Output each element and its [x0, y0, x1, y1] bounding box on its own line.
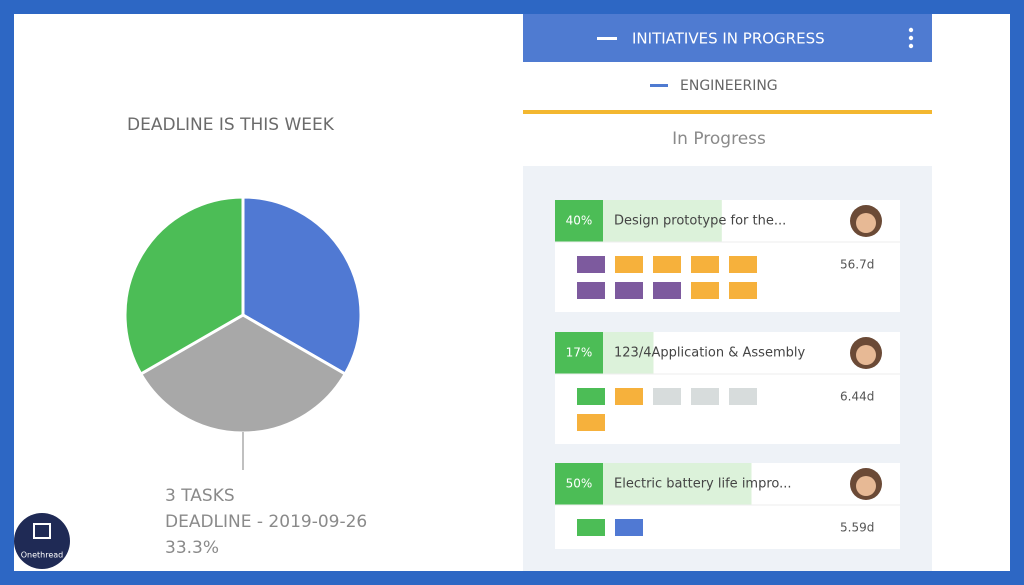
progress-badge [555, 332, 603, 374]
avatar-face [856, 345, 876, 365]
progress-badge [555, 463, 603, 505]
progress-label: 40% [566, 214, 593, 228]
task-block [653, 282, 681, 299]
task-block [615, 282, 643, 299]
avatar-face [856, 476, 876, 496]
panel-header [523, 14, 932, 62]
annotation: DEADLINE - 2019-09-26 [165, 512, 367, 532]
section-header [523, 114, 932, 166]
value-label: 33.3% [165, 538, 219, 558]
task-block [577, 256, 605, 273]
pie [123, 195, 363, 435]
collapse-icon[interactable] [650, 84, 668, 87]
logo [14, 513, 70, 569]
pie-slice [123, 195, 245, 377]
avatar-face [856, 213, 876, 233]
collapse-icon[interactable] [597, 37, 617, 40]
divider [523, 110, 932, 114]
task-block [577, 519, 605, 536]
task-block [691, 256, 719, 273]
task-block [615, 256, 643, 273]
duration: 56.7d [840, 258, 874, 272]
task-block [729, 256, 757, 273]
task-block [615, 388, 643, 405]
subheader-title: ENGINEERING [680, 78, 778, 94]
task-block [691, 388, 719, 405]
task-block [729, 282, 757, 299]
progress-label: 50% [566, 477, 593, 491]
panel-title: INITIATIVES IN PROGRESS [632, 30, 825, 48]
menu-icon[interactable] [908, 27, 914, 49]
task-block [691, 282, 719, 299]
task-block [653, 388, 681, 405]
cards: 40% Design prototype for the... 56.7d 17% 12… [555, 200, 900, 549]
subheader [523, 62, 932, 110]
progress-label: 17% [566, 346, 593, 360]
chart-title: DEADLINE IS THIS WEEK [127, 115, 335, 135]
card-title: 123/4Application & Assembly [614, 346, 805, 361]
task-block [615, 519, 643, 536]
progress-badge [555, 200, 603, 242]
task-block [577, 414, 605, 431]
task-block [577, 388, 605, 405]
progress-bar [603, 332, 654, 374]
task-block [653, 256, 681, 273]
pie-slice [241, 195, 363, 377]
task-block [729, 388, 757, 405]
task-block [577, 282, 605, 299]
progress-bar [603, 200, 722, 242]
progress-bar [603, 463, 752, 505]
duration: 5.59d [840, 521, 874, 535]
section-title: In Progress [672, 129, 766, 149]
logo-icon [33, 523, 51, 539]
duration: 6.44d [840, 390, 874, 404]
card-title: Electric battery life impro... [614, 477, 792, 492]
logo-text: Onethread [21, 551, 64, 560]
annotation: 3 TASKS [165, 486, 235, 506]
card-title: Design prototype for the... [614, 214, 786, 229]
